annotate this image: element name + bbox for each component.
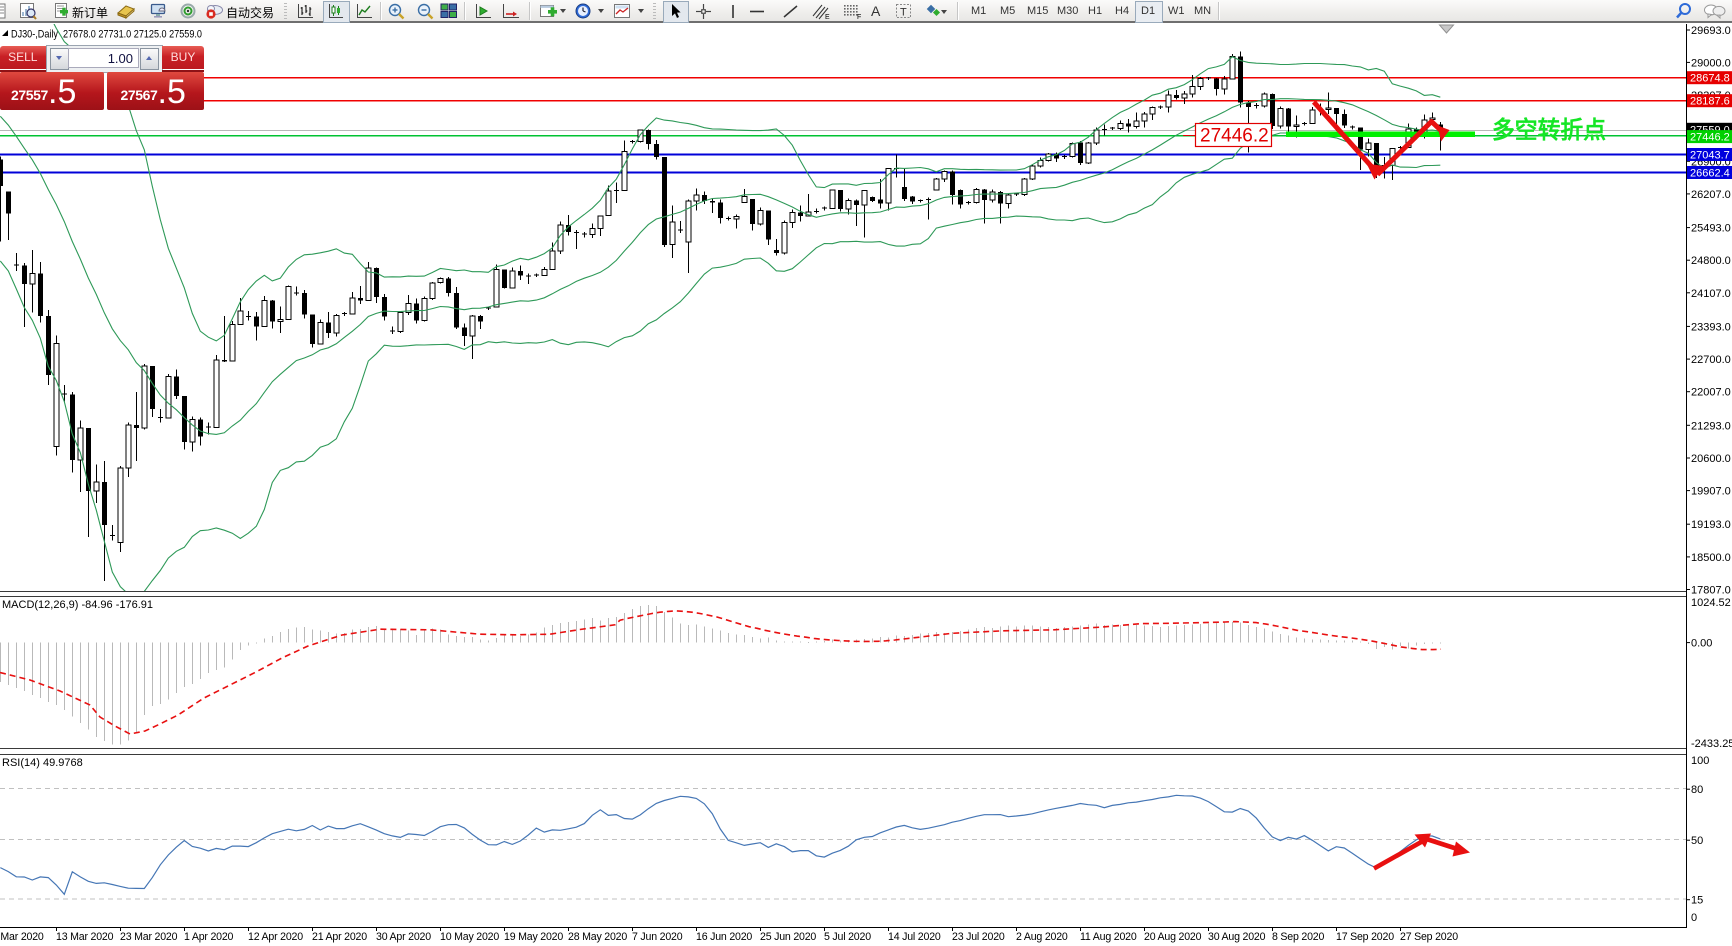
svg-text:17807.0: 17807.0 (1691, 585, 1731, 597)
svg-text:2 Aug 2020: 2 Aug 2020 (1016, 931, 1068, 943)
svg-text:19193.0: 19193.0 (1691, 519, 1731, 531)
svg-text:28187.6: 28187.6 (1690, 96, 1730, 108)
svg-text:0: 0 (1691, 912, 1697, 924)
svg-text:27446.2: 27446.2 (1690, 132, 1730, 144)
svg-text:29693.0: 29693.0 (1691, 25, 1731, 37)
svg-text:27043.7: 27043.7 (1690, 150, 1730, 162)
svg-text:25493.0: 25493.0 (1691, 223, 1731, 235)
svg-text:26207.0: 26207.0 (1691, 189, 1731, 201)
svg-text:26662.4: 26662.4 (1690, 168, 1730, 180)
svg-text:30 Apr 2020: 30 Apr 2020 (376, 931, 431, 943)
svg-text:24107.0: 24107.0 (1691, 288, 1731, 300)
svg-text:23 Jul 2020: 23 Jul 2020 (952, 931, 1005, 943)
svg-text:19907.0: 19907.0 (1691, 486, 1731, 498)
svg-text:8 Sep 2020: 8 Sep 2020 (1272, 931, 1325, 943)
svg-text:17 Sep 2020: 17 Sep 2020 (1336, 931, 1394, 943)
svg-text:14 Jul 2020: 14 Jul 2020 (888, 931, 941, 943)
svg-text:20 Aug 2020: 20 Aug 2020 (1144, 931, 1202, 943)
svg-text:15: 15 (1691, 895, 1703, 907)
svg-text:24800.0: 24800.0 (1691, 255, 1731, 267)
svg-text:12 Apr 2020: 12 Apr 2020 (248, 931, 303, 943)
svg-text:RSI(14) 49.9768: RSI(14) 49.9768 (2, 757, 83, 769)
svg-text:7 Jun 2020: 7 Jun 2020 (632, 931, 683, 943)
svg-text:18500.0: 18500.0 (1691, 552, 1731, 564)
svg-text:27 Sep 2020: 27 Sep 2020 (1400, 931, 1458, 943)
svg-text:29000.0: 29000.0 (1691, 57, 1731, 69)
svg-text:13 Mar 2020: 13 Mar 2020 (56, 931, 114, 943)
svg-text:20600.0: 20600.0 (1691, 453, 1731, 465)
svg-text:多空转折点: 多空转折点 (1492, 116, 1606, 144)
svg-text:MACD(12,26,9) -84.96 -176.91: MACD(12,26,9) -84.96 -176.91 (2, 599, 153, 611)
svg-text:11 Aug 2020: 11 Aug 2020 (1080, 931, 1137, 943)
svg-text:E: E (825, 14, 830, 20)
svg-text:23393.0: 23393.0 (1691, 321, 1731, 333)
svg-text:4 Mar 2020: 4 Mar 2020 (0, 931, 44, 943)
svg-text:0.00: 0.00 (1691, 638, 1712, 650)
svg-text:T: T (900, 7, 907, 19)
svg-text:21293.0: 21293.0 (1691, 420, 1731, 432)
svg-text:16 Jun 2020: 16 Jun 2020 (696, 931, 752, 943)
svg-text:DJ30-,Daily 27678.0 27731.0 2: DJ30-,Daily 27678.0 27731.0 27125.0 2755… (11, 29, 202, 41)
svg-text:28 May 2020: 28 May 2020 (568, 931, 627, 943)
svg-text:22007.0: 22007.0 (1691, 387, 1731, 399)
svg-text:22700.0: 22700.0 (1691, 354, 1731, 366)
svg-text:100: 100 (1691, 755, 1709, 767)
svg-text:23 Mar 2020: 23 Mar 2020 (120, 931, 178, 943)
svg-text:25 Jun 2020: 25 Jun 2020 (760, 931, 816, 943)
svg-text:1024.52: 1024.52 (1691, 597, 1731, 609)
svg-text:-2433.25: -2433.25 (1691, 738, 1732, 750)
svg-text:27446.2: 27446.2 (1200, 126, 1269, 147)
svg-text:1 Apr 2020: 1 Apr 2020 (184, 931, 234, 943)
svg-text:80: 80 (1691, 784, 1703, 796)
svg-text:10 May 2020: 10 May 2020 (440, 931, 499, 943)
svg-text:21 Apr 2020: 21 Apr 2020 (312, 931, 367, 943)
svg-text:50: 50 (1691, 835, 1703, 847)
svg-text:28674.8: 28674.8 (1690, 73, 1730, 85)
svg-text:F: F (857, 14, 861, 20)
svg-text:5 Jul 2020: 5 Jul 2020 (824, 931, 871, 943)
svg-text:30 Aug 2020: 30 Aug 2020 (1208, 931, 1266, 943)
svg-text:19 May 2020: 19 May 2020 (504, 931, 563, 943)
